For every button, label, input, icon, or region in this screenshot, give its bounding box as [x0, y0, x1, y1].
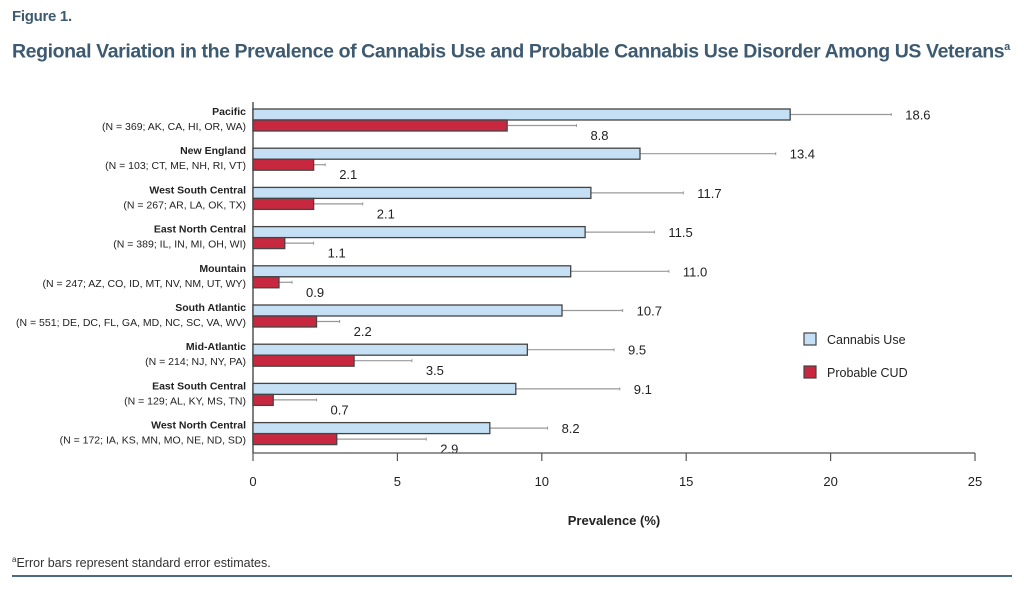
data-label: 0.7: [331, 402, 349, 417]
data-label: 11.7: [697, 186, 721, 201]
bar-probable-cud: [252, 119, 508, 132]
bar-chart: Pacific (N = 369; AK, CA, HI, OR, WA) 18.6…: [16, 102, 982, 528]
bar-cannabis-use: [252, 186, 592, 200]
bar-probable-cud: [252, 276, 280, 289]
bar-cannabis-use: [252, 382, 517, 396]
x-axis-title: Prevalence (%): [568, 513, 661, 528]
x-tick-label: 10: [535, 474, 549, 489]
bar-probable-cud: [252, 197, 315, 211]
legend-label: Cannabis Use: [827, 333, 906, 347]
category-label: New England: [180, 145, 246, 157]
category-label: East South Central: [152, 380, 246, 392]
data-label: 2.1: [377, 206, 395, 221]
category-label: Mountain: [199, 263, 246, 275]
category-label: Mid-Atlantic: [186, 341, 246, 353]
bar-cannabis-use: [252, 343, 529, 356]
footnote-marker: a: [12, 555, 17, 564]
data-label: 8.2: [562, 421, 580, 436]
data-label: 2.9: [440, 442, 458, 457]
footnote: aError bars represent standard error est…: [12, 555, 271, 570]
category-sublabel: (N = 129; AL, KY, MS, TN): [124, 395, 246, 407]
data-label: 9.1: [634, 382, 652, 397]
legend-swatch: [803, 365, 817, 379]
category-sublabel: (N = 369; AK, CA, HI, OR, WA): [102, 121, 246, 133]
data-label: 1.1: [328, 246, 346, 261]
x-tick-label: 20: [823, 474, 837, 489]
category-sublabel: (N = 551; DE, DC, FL, GA, MD, NC, SC, VA…: [16, 317, 246, 329]
data-label: 13.4: [790, 147, 815, 162]
bar-probable-cud: [252, 432, 338, 446]
bar-cannabis-use: [252, 265, 572, 278]
category-sublabel: (N = 172; IA, KS, MN, MO, NE, ND, SD): [60, 435, 246, 447]
category-sublabel: (N = 214; NJ, NY, PA): [145, 356, 246, 368]
category-label: South Atlantic: [175, 302, 246, 314]
data-label: 8.8: [590, 128, 608, 143]
bar-probable-cud: [252, 315, 318, 328]
legend-label: Probable CUD: [827, 366, 908, 380]
bar-probable-cud: [252, 354, 355, 367]
data-label: 9.5: [628, 343, 646, 358]
x-tick-label: 5: [394, 474, 401, 489]
data-label: 2.2: [354, 324, 372, 339]
data-label: 11.0: [683, 264, 707, 279]
bottom-rule: [12, 575, 1012, 577]
bar-probable-cud: [252, 393, 274, 407]
data-label: 10.7: [637, 304, 662, 319]
data-label: 0.9: [306, 285, 324, 300]
figure-title: Regional Variation in the Prevalence of …: [12, 36, 1022, 64]
bar-cannabis-use: [252, 225, 586, 239]
data-label: 3.5: [426, 363, 444, 378]
category-sublabel: (N = 247; AZ, CO, ID, MT, NV, NM, UT, WY…: [42, 278, 246, 290]
bar-cannabis-use: [252, 304, 563, 317]
data-label: 18.6: [905, 108, 930, 123]
category-sublabel: (N = 103; CT, ME, NH, RI, VT): [105, 160, 246, 172]
figure-title-text: Regional Variation in the Prevalence of …: [12, 40, 1005, 63]
data-label: 11.5: [668, 225, 692, 240]
x-tick-label: 25: [968, 474, 982, 489]
data-label: 2.1: [339, 167, 357, 182]
bar-cannabis-use: [252, 147, 641, 160]
bar-probable-cud: [252, 158, 315, 171]
category-label: West South Central: [149, 184, 246, 196]
x-tick-label: 15: [679, 474, 693, 489]
bar-cannabis-use: [252, 421, 491, 435]
category-sublabel: (N = 389; IL, IN, MI, OH, WI): [113, 239, 246, 251]
x-tick-label: 0: [249, 474, 256, 489]
category-label: West North Central: [151, 420, 246, 432]
category-label: Pacific: [212, 106, 246, 118]
figure-label: Figure 1.: [12, 8, 72, 25]
footnote-text: Error bars represent standard error esti…: [16, 556, 271, 571]
category-label: East North Central: [154, 224, 246, 236]
bar-cannabis-use: [252, 108, 791, 121]
bar-probable-cud: [252, 236, 286, 250]
category-sublabel: (N = 267; AR, LA, OK, TX): [123, 199, 246, 211]
title-superscript: a: [1004, 41, 1010, 53]
legend-swatch: [803, 332, 817, 346]
